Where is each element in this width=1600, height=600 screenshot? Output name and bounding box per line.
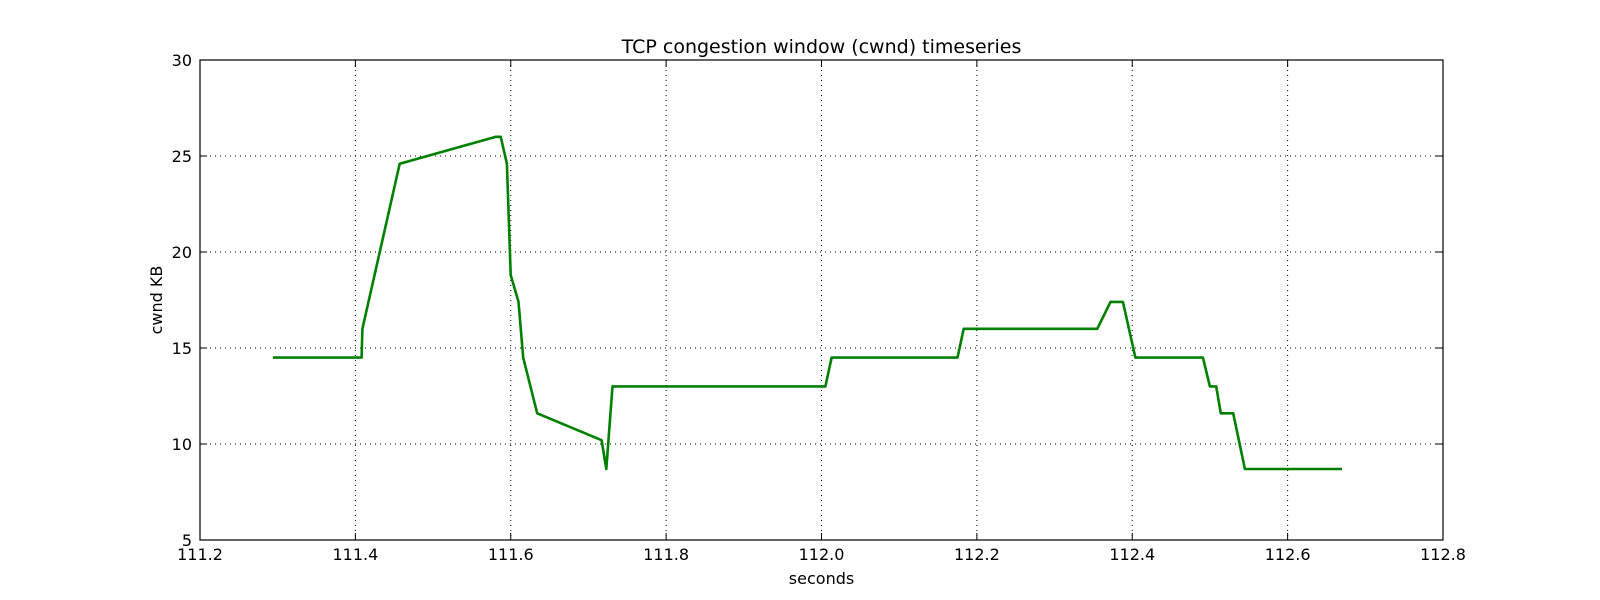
y-tick-label: 25 (172, 147, 192, 166)
x-tick-label: 111.8 (643, 545, 689, 564)
x-tick-label: 112.0 (799, 545, 845, 564)
y-tick-label: 5 (182, 531, 192, 550)
x-tick-label: 112.4 (1109, 545, 1155, 564)
y-tick-label: 10 (172, 435, 192, 454)
y-tick-label: 15 (172, 339, 192, 358)
y-tick-label: 20 (172, 243, 192, 262)
x-tick-label: 111.6 (488, 545, 534, 564)
chart-title: TCP congestion window (cwnd) timeseries (621, 36, 1022, 58)
y-tick-label: 30 (172, 51, 192, 70)
x-axis-label: seconds (789, 569, 854, 588)
series-layer (273, 135, 1342, 471)
x-tick-label: 112.2 (954, 545, 1000, 564)
x-tick-label: 112.6 (1265, 545, 1311, 564)
grid (200, 60, 1443, 540)
y-axis-label: cwnd KB (147, 266, 166, 335)
cwnd-series-line (273, 135, 1342, 471)
x-tick-label: 111.4 (332, 545, 378, 564)
x-tick-label: 111.2 (177, 545, 223, 564)
x-tick-label: 112.8 (1420, 545, 1466, 564)
ticks: 111.2 111.4 111.6 111.8 112.0 112.2 112.4 112.6… (172, 51, 1466, 564)
